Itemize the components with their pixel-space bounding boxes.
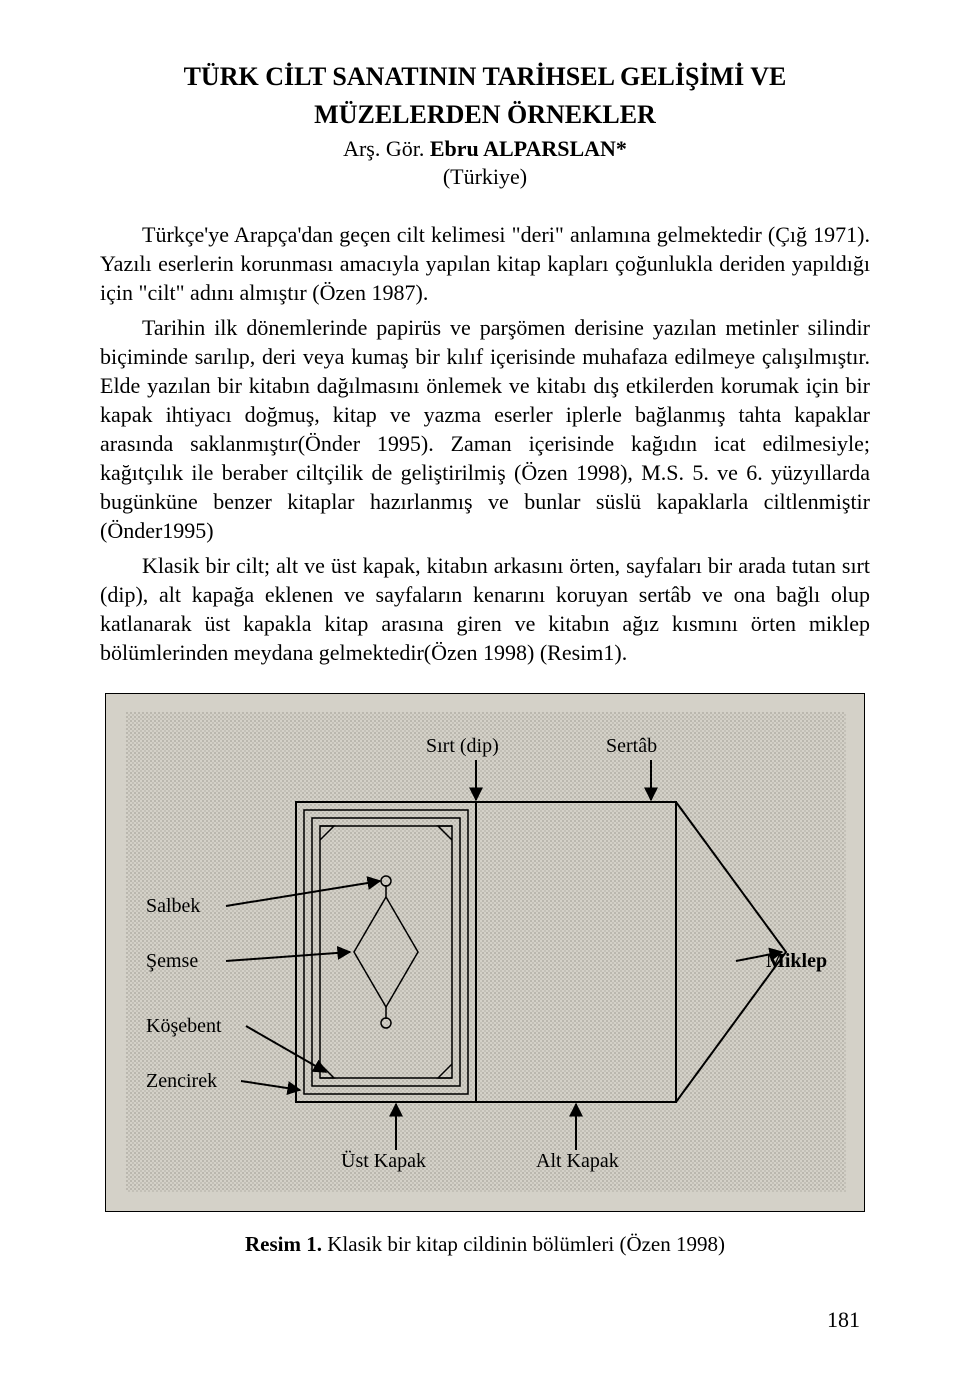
caption-text: Klasik bir kitap cildinin bölümleri (Öze… (322, 1232, 725, 1256)
title-line-2: MÜZELERDEN ÖRNEKLER (100, 98, 870, 132)
page-number: 181 (100, 1307, 870, 1333)
svg-text:Üst Kapak: Üst Kapak (341, 1149, 426, 1172)
diagram-svg: Sırt (dip) Sertâb Salbek Şemse Köşebent Zenci… (126, 712, 846, 1192)
svg-text:Köşebent: Köşebent (146, 1015, 222, 1037)
svg-text:Zencirek: Zencirek (146, 1070, 217, 1092)
figure-caption: Resim 1. Klasik bir kitap cildinin bölüm… (100, 1232, 870, 1257)
paragraph-3: Klasik bir cilt; alt ve üst kapak, kitab… (100, 551, 870, 667)
svg-text:Miklep: Miklep (766, 950, 827, 972)
author-name: Ebru ALPARSLAN* (430, 136, 627, 161)
svg-text:Salbek: Salbek (146, 895, 200, 917)
author-prefix: Arş. Gör. (343, 136, 430, 161)
caption-label: Resim 1. (245, 1232, 322, 1256)
paragraph-2: Tarihin ilk dönemlerinde papirüs ve parş… (100, 313, 870, 545)
svg-text:Alt Kapak: Alt Kapak (536, 1150, 619, 1172)
figure-frame: Sırt (dip) Sertâb Salbek Şemse Köşebent Zenci… (105, 693, 865, 1212)
author-country: (Türkiye) (100, 164, 870, 190)
svg-text:Sırt (dip): Sırt (dip) (426, 735, 499, 757)
author-line: Arş. Gör. Ebru ALPARSLAN* (100, 136, 870, 162)
title-line-1: TÜRK CİLT SANATININ TARİHSEL GELİŞİMİ VE (100, 60, 870, 94)
page-container: TÜRK CİLT SANATININ TARİHSEL GELİŞİMİ VE… (0, 0, 960, 1373)
svg-text:Şemse: Şemse (146, 950, 198, 972)
paragraph-1: Türkçe'ye Arapça'dan geçen cilt kelimesi… (100, 220, 870, 307)
svg-text:Sertâb: Sertâb (606, 735, 657, 757)
figure-wrap: Sırt (dip) Sertâb Salbek Şemse Köşebent Zenci… (100, 693, 870, 1212)
